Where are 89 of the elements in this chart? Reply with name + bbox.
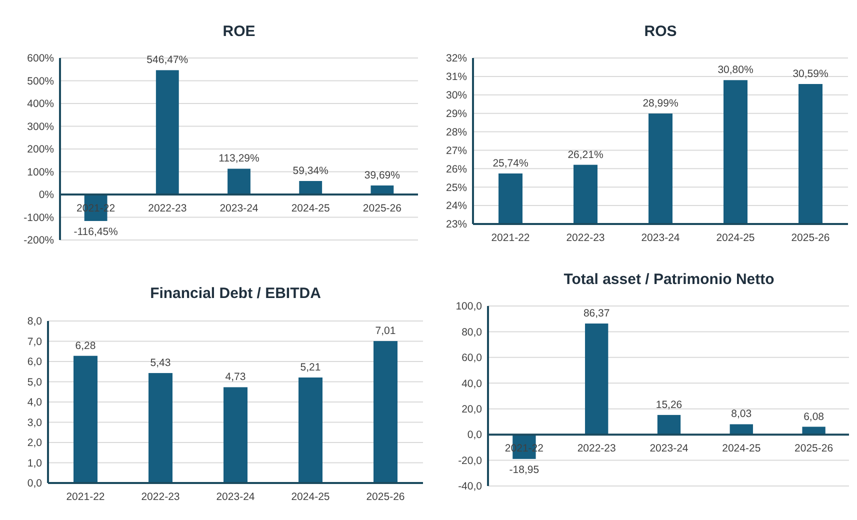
y-tick-label: 1,0 xyxy=(27,457,42,470)
y-tick-label: 20,0 xyxy=(462,404,482,416)
y-tick-label: 100,0 xyxy=(456,300,482,313)
bar xyxy=(730,424,753,435)
y-tick-label: 60,0 xyxy=(462,352,482,364)
y-tick-label: -20,0 xyxy=(458,454,482,467)
y-tick-label: 25% xyxy=(446,182,467,194)
x-tick-label: 2024-25 xyxy=(716,232,755,244)
x-tick-label: 2021-22 xyxy=(491,232,530,244)
y-tick-label: 31% xyxy=(446,71,467,84)
y-tick-label: 4,0 xyxy=(27,396,42,409)
data-label: 8,03 xyxy=(731,408,752,420)
y-tick-label: 5,0 xyxy=(27,376,42,388)
bar xyxy=(585,324,608,435)
y-tick-label: 300% xyxy=(27,120,54,133)
x-tick-label: 2024-25 xyxy=(291,202,330,214)
data-label: 25,74% xyxy=(492,157,528,170)
x-tick-label: 2025-26 xyxy=(794,442,834,455)
bar xyxy=(74,356,98,483)
data-label: 5,21 xyxy=(300,361,321,374)
bar xyxy=(657,414,681,435)
x-tick-label: 2024-25 xyxy=(291,491,330,503)
data-label: 5,43 xyxy=(150,357,171,370)
chart-title: Total asset / Patrimonio Netto xyxy=(564,271,774,288)
y-tick-label: 29% xyxy=(446,108,467,120)
data-label: 15,26 xyxy=(656,398,682,411)
chart-title: Financial Debt / EBITDA xyxy=(150,285,322,302)
data-label: 39,69% xyxy=(364,169,400,182)
data-label: 7,01 xyxy=(375,325,396,338)
y-tick-label: 28% xyxy=(446,126,467,138)
y-tick-label: 30% xyxy=(446,90,467,102)
x-tick-label: 2021-22 xyxy=(66,491,105,503)
data-label: 113,29% xyxy=(218,152,260,165)
x-tick-label: 2022-23 xyxy=(141,491,180,503)
data-label: 28,99% xyxy=(642,98,678,110)
y-tick-label: 500% xyxy=(27,75,54,88)
y-tick-label: 32% xyxy=(446,52,467,65)
x-tick-label: 2022-23 xyxy=(566,232,605,244)
y-tick-label: 24% xyxy=(446,200,467,212)
y-tick-label: 23% xyxy=(446,218,467,231)
y-tick-label: 80,0 xyxy=(462,326,482,338)
data-label: 26,21% xyxy=(568,148,604,161)
y-tick-label: 2,0 xyxy=(27,437,42,450)
y-tick-label: 3,0 xyxy=(27,416,42,429)
y-tick-label: 200% xyxy=(27,144,54,156)
y-tick-label: -40,0 xyxy=(458,480,482,493)
y-tick-label: 6,0 xyxy=(27,356,42,368)
y-tick-label: 40,0 xyxy=(462,378,482,390)
x-tick-label: 2022-23 xyxy=(577,442,616,455)
y-tick-label: 0,0 xyxy=(27,478,42,490)
x-tick-label: 2023-24 xyxy=(216,491,255,503)
x-tick-label: 2022-23 xyxy=(148,202,187,214)
y-tick-label: 26% xyxy=(446,163,467,176)
x-tick-label: 2025-26 xyxy=(366,491,405,503)
chart-title: ROE xyxy=(222,23,256,40)
bar xyxy=(374,341,398,483)
y-tick-label: 400% xyxy=(27,98,54,110)
data-label: -116,45% xyxy=(74,226,118,238)
y-tick-label: -100% xyxy=(24,212,54,224)
bar xyxy=(156,70,179,194)
x-tick-label: 2025-26 xyxy=(362,202,402,214)
data-label: 546,47% xyxy=(146,54,188,66)
data-label: 6,28 xyxy=(75,340,96,352)
data-label: -18,95 xyxy=(509,464,540,476)
data-label: 6,08 xyxy=(804,410,824,423)
x-tick-label: 2024-25 xyxy=(722,442,761,455)
data-label: 86,37 xyxy=(583,308,610,320)
x-tick-label: 2023-24 xyxy=(641,232,680,244)
y-tick-label: 600% xyxy=(27,52,54,65)
bar xyxy=(224,387,248,483)
bar xyxy=(228,168,250,194)
data-label: 4,73 xyxy=(225,371,246,384)
data-label: 59,34% xyxy=(292,165,328,177)
y-tick-label: 27% xyxy=(446,144,467,157)
y-tick-label: -200% xyxy=(24,234,54,247)
y-tick-label: 100% xyxy=(27,166,54,178)
y-tick-label: 0,0 xyxy=(467,429,482,442)
x-tick-label: 2023-24 xyxy=(220,202,258,214)
bar xyxy=(299,181,322,194)
bar xyxy=(148,373,172,483)
data-label: 30,80% xyxy=(718,64,754,76)
data-label: 30,59% xyxy=(792,68,828,80)
y-tick-label: 7,0 xyxy=(27,336,42,348)
y-tick-label: 8,0 xyxy=(27,316,42,328)
y-tick-label: 0% xyxy=(38,189,54,202)
chart-title: ROS xyxy=(644,23,677,40)
x-tick-label: 2025-26 xyxy=(791,232,830,244)
x-tick-label: 2023-24 xyxy=(650,442,688,455)
bar xyxy=(298,377,322,483)
